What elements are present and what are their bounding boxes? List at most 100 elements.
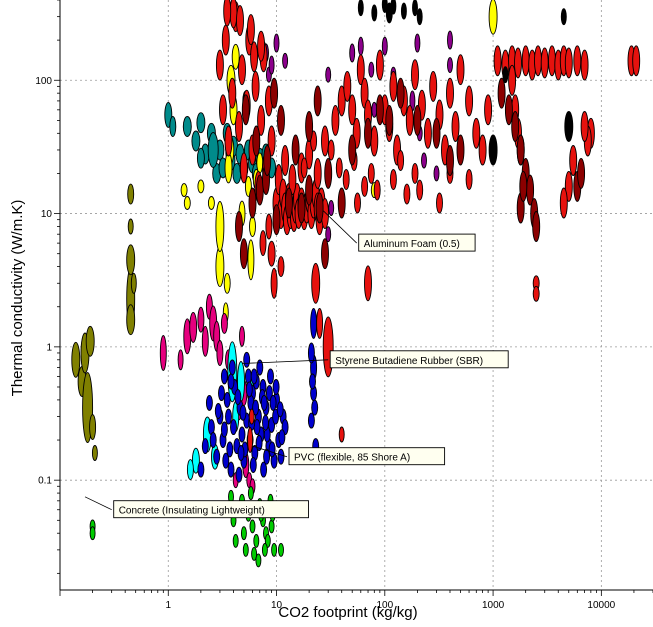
data-point [516, 134, 525, 166]
data-point [446, 145, 454, 176]
data-point [472, 117, 481, 149]
data-point [225, 408, 232, 425]
data-point [267, 368, 274, 385]
data-point [197, 461, 205, 478]
data-point [311, 399, 319, 416]
data-point [247, 239, 255, 281]
data-point [250, 368, 258, 385]
annotation-label: Concrete (Insulating Lightweight) [119, 506, 265, 517]
data-point [209, 432, 217, 448]
data-point [361, 175, 369, 197]
data-point [305, 174, 314, 206]
data-point [416, 8, 423, 26]
data-point [250, 41, 259, 73]
data-point [267, 240, 276, 267]
data-point [325, 66, 332, 83]
data-point [248, 187, 257, 219]
data-point [309, 373, 316, 390]
data-point [325, 226, 332, 243]
data-point [580, 49, 589, 81]
data-point [241, 94, 250, 126]
data-point [273, 33, 280, 53]
data-point [307, 342, 315, 364]
data-point [414, 33, 421, 53]
data-point [338, 426, 345, 443]
data-point [375, 49, 384, 81]
data-point [267, 125, 276, 157]
data-point [291, 134, 300, 166]
data-point [493, 45, 502, 77]
data-point [357, 0, 364, 17]
data-point [130, 272, 137, 294]
data-point [278, 429, 286, 446]
data-point [580, 111, 589, 142]
data-point [447, 30, 453, 50]
data-point [249, 457, 257, 473]
data-point [205, 394, 213, 411]
annotation-leader [322, 210, 357, 244]
data-point [276, 401, 284, 418]
data-point [337, 187, 346, 219]
data-point [239, 404, 247, 421]
data-point [436, 192, 443, 214]
data-point [532, 285, 540, 302]
data-point [412, 0, 418, 17]
data-point [540, 47, 549, 79]
data-point [220, 312, 228, 334]
data-point [484, 94, 493, 126]
data-point [307, 412, 315, 429]
x-tick-label: 100 [376, 600, 393, 611]
data-point [270, 267, 278, 299]
data-point [465, 85, 474, 117]
y-axis-label: Thermal conductivity (W/m.K) [9, 200, 26, 397]
data-point [272, 204, 281, 236]
data-point [456, 54, 465, 86]
data-point [413, 104, 422, 136]
data-point [497, 77, 506, 109]
data-point [632, 45, 641, 77]
data-point [243, 351, 251, 368]
data-point [281, 145, 290, 176]
data-point [385, 104, 394, 136]
data-point [313, 157, 322, 189]
data-point [300, 157, 308, 179]
data-point [519, 170, 528, 202]
data-point [256, 359, 264, 376]
annotation-box [329, 350, 509, 369]
data-point [335, 157, 343, 179]
data-point [251, 546, 258, 561]
data-point [224, 152, 233, 184]
data-point [263, 448, 271, 465]
data-point [247, 427, 254, 453]
data-point [356, 54, 365, 86]
data-point [255, 435, 263, 451]
y-tick-label: 0.1 [38, 476, 52, 487]
data-point [337, 85, 346, 117]
data-point [228, 359, 236, 376]
data-point [242, 542, 249, 557]
x-axis-label: CO2 footprint (kg/kg) [278, 604, 417, 621]
data-point [269, 394, 277, 411]
annotation-label: PVC (flexible, 85 Shore A) [294, 453, 410, 464]
annotation-box [358, 233, 476, 252]
data-point [364, 117, 372, 149]
data-points [71, 0, 641, 568]
y-tick-label: 1 [46, 342, 52, 353]
data-point [71, 341, 81, 378]
data-point [432, 117, 441, 149]
data-point [186, 459, 194, 481]
data-point [367, 162, 375, 184]
data-point [451, 111, 460, 142]
data-point [251, 70, 260, 102]
data-point [371, 4, 378, 22]
data-point [85, 325, 95, 357]
data-point [224, 125, 233, 157]
data-point [183, 196, 191, 210]
data-point [238, 426, 246, 443]
annotation-box [288, 447, 446, 466]
data-point [249, 519, 256, 534]
data-point [226, 441, 234, 458]
x-tick-label: 1000 [482, 600, 505, 611]
data-point [316, 307, 324, 339]
